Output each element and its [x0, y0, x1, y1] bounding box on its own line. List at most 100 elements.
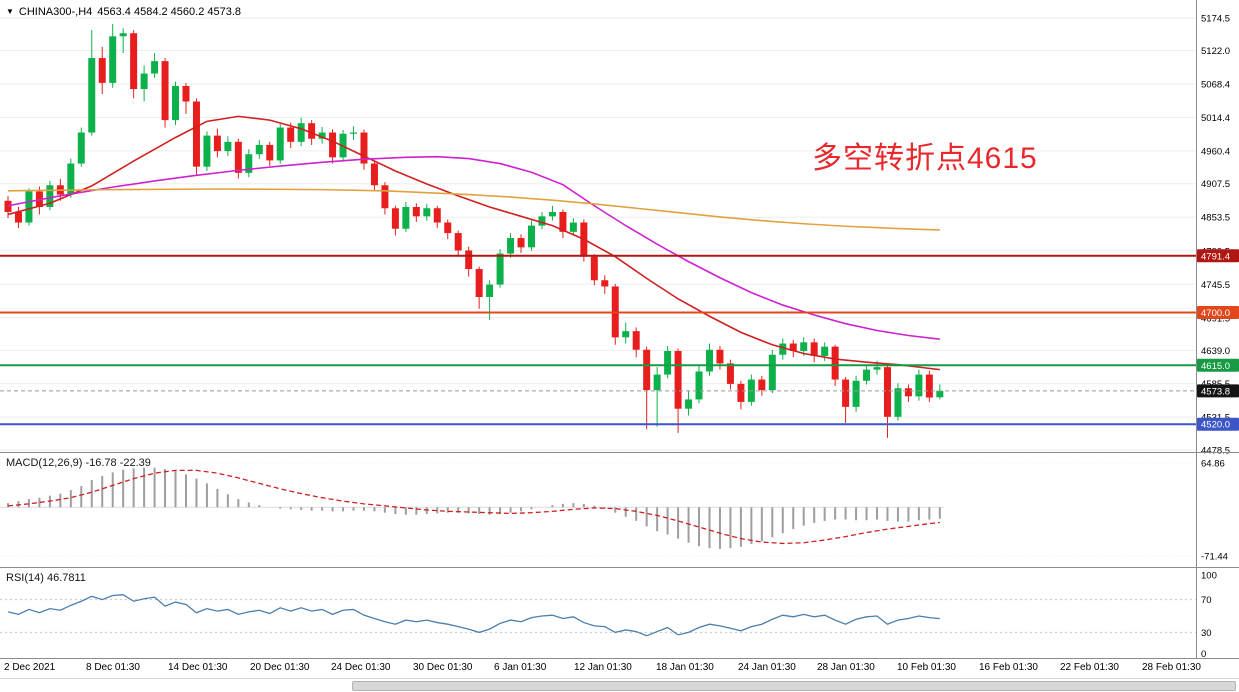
time-axis-label: 18 Jan 01:30: [656, 662, 714, 673]
candle: [77, 132, 85, 164]
chart-canvas[interactable]: 5174.5 5122.0 5068.4 5014.4 4960.4 4907.5 4853…: [0, 0, 1239, 678]
candle: [433, 208, 441, 223]
candle: [915, 374, 923, 397]
candle: [255, 144, 263, 155]
candle: [674, 351, 682, 409]
price-badge-label: 4615.0: [1201, 361, 1230, 372]
candle: [360, 132, 368, 164]
macd-signal-line: [7, 469, 940, 545]
h-scrollbar-thumb[interactable]: [352, 681, 1236, 691]
candle: [109, 36, 117, 83]
rsi-axis-tick: 0: [1201, 649, 1206, 660]
candle: [852, 380, 860, 407]
price-axis-tick: 4745.5: [1201, 280, 1230, 291]
price-axis-tick: 4853.5: [1201, 213, 1230, 224]
rsi-axis-tick: 30: [1201, 628, 1212, 639]
candle: [486, 284, 494, 297]
rsi-indicator-label: RSI(14) 46.7811: [6, 572, 86, 584]
price-axis-tick: 5068.4: [1201, 79, 1230, 90]
price-grid: [0, 17, 1196, 451]
candle: [234, 141, 242, 173]
candle: [475, 269, 483, 297]
candle: [381, 185, 389, 209]
price-axis-tick: 5122.0: [1201, 46, 1230, 57]
candle: [465, 250, 473, 270]
price-badge-label: 4520.0: [1201, 420, 1230, 431]
candle: [119, 33, 127, 37]
candle: [517, 238, 525, 248]
candle: [402, 207, 410, 229]
price-axis-tick: 5174.5: [1201, 14, 1230, 25]
chart-annotation-text: 多空转折点4615: [812, 142, 1038, 175]
time-axis-label: 20 Dec 01:30: [250, 662, 310, 673]
candle: [245, 154, 253, 173]
candle: [308, 123, 316, 139]
candle: [454, 233, 462, 251]
candle: [46, 185, 54, 207]
candle: [653, 374, 661, 391]
macd-panel[interactable]: 64.86 -71.44: [0, 459, 1228, 563]
candle: [25, 191, 33, 223]
h-scrollbar-track[interactable]: [0, 678, 1239, 692]
ma-slow-orange-line: [7, 188, 940, 231]
time-axis-label: 8 Dec 01:30: [86, 662, 140, 673]
price-badge: [1197, 384, 1239, 398]
rsi-panel[interactable]: 100 70 30 0: [0, 571, 1217, 661]
candle: [391, 208, 399, 229]
candle: [276, 127, 284, 161]
price-badges: 4791.4 4700.0 4615.0 4520.0 4573.8: [1197, 249, 1239, 431]
candle: [716, 349, 724, 364]
candle: [496, 253, 504, 285]
price-badge-label: 4700.0: [1201, 308, 1230, 319]
time-axis-label: 28 Jan 01:30: [817, 662, 875, 673]
price-badge-label: 4791.4: [1201, 251, 1230, 262]
time-axis-label: 28 Feb 01:30: [1142, 662, 1201, 673]
price-axis-tick: 4907.5: [1201, 179, 1230, 190]
time-axis-label: 16 Feb 01:30: [979, 662, 1038, 673]
price-badge: [1197, 358, 1239, 372]
candle: [528, 225, 535, 248]
candle: [538, 216, 546, 226]
price-axis-tick: 4639.0: [1201, 346, 1230, 357]
macd-axis-tick: 64.86: [1201, 459, 1225, 470]
candle: [768, 354, 776, 391]
time-axis-label: 22 Feb 01:30: [1060, 662, 1119, 673]
candle: [370, 163, 378, 186]
candle: [894, 388, 902, 417]
symbol-collapse-icon[interactable]: ▼: [6, 7, 14, 16]
time-axis-label: 10 Feb 01:30: [897, 662, 956, 673]
time-axis-label: 14 Dec 01:30: [168, 662, 228, 673]
rsi-axis-tick: 70: [1201, 595, 1212, 606]
candle: [213, 135, 221, 152]
symbol-timeframe-label: CHINA300-,H4: [18, 6, 93, 18]
time-axis-label: 30 Dec 01:30: [413, 662, 473, 673]
candle: [329, 132, 337, 158]
time-axis-label: 6 Jan 01:30: [494, 662, 547, 673]
candle: [559, 211, 567, 232]
time-axis[interactable]: 2 Dec 2021 8 Dec 01:30 14 Dec 01:30 20 Dec …: [0, 659, 1239, 677]
candle: [350, 132, 358, 134]
candle: [800, 342, 808, 351]
candle: [590, 256, 598, 281]
candle: [632, 331, 640, 350]
candles[interactable]: [4, 23, 944, 438]
candle: [925, 374, 933, 398]
price-axis-tick: 4960.4: [1201, 146, 1230, 157]
panel-borders: [0, 0, 1239, 659]
macd-indicator-label: MACD(12,26,9) -16.78 -22.39: [6, 457, 151, 469]
candle: [737, 383, 745, 402]
candle: [810, 342, 818, 356]
ma-fast-red-line: [7, 115, 940, 371]
price-axis-tick: 5014.4: [1201, 113, 1230, 124]
header-ohlc-values: 4563.4 4584.2 4560.2 4573.8: [97, 6, 242, 18]
candle: [182, 85, 190, 102]
candle: [601, 280, 609, 287]
candle: [643, 349, 651, 391]
macd-axis-tick: -71.44: [1201, 552, 1228, 563]
price-badge-label: 4573.8: [1201, 386, 1230, 397]
candle: [904, 388, 912, 397]
horizontal-level-lines[interactable]: [0, 254, 1196, 426]
candle: [789, 343, 797, 351]
candle: [130, 33, 138, 90]
